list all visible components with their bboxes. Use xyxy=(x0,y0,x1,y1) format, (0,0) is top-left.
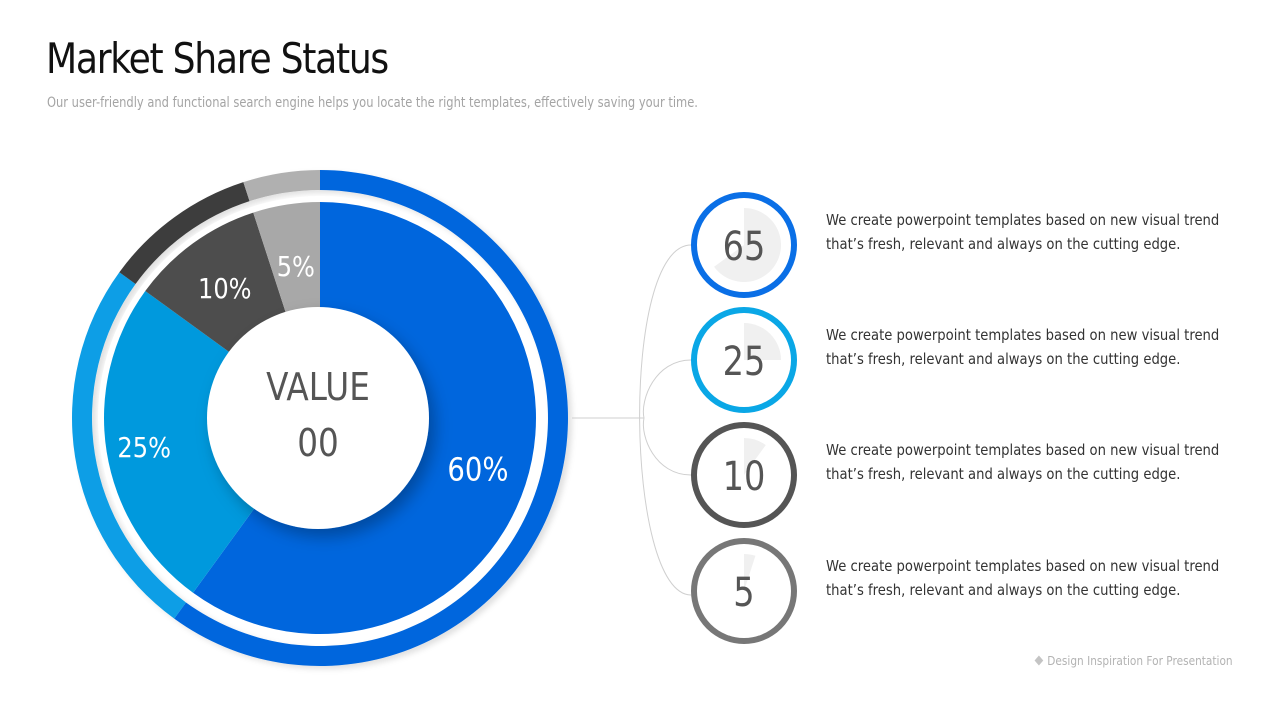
item-text-3-line1: We create powerpoint templates based on … xyxy=(826,441,1220,459)
value-badge-number: 65 xyxy=(723,223,766,270)
page-title: Market Share Status xyxy=(46,34,389,83)
connector-branch-3 xyxy=(642,417,692,476)
pie-slice-label: 5% xyxy=(277,251,315,283)
item-text-2: We create powerpoint templates based on … xyxy=(826,323,1219,371)
item-text-3-line2: that’s fresh, relevant and always on the… xyxy=(826,465,1181,483)
center-value-number: 00 xyxy=(297,422,339,466)
outer-ring-segment xyxy=(119,182,250,284)
value-badge-number: 25 xyxy=(723,338,766,385)
connector-bracket xyxy=(639,244,692,596)
outer-ring xyxy=(71,170,568,667)
value-badges: 65 25 10 5 xyxy=(691,192,797,644)
value-badge: 5 xyxy=(691,538,797,644)
pie-slice-label: 60% xyxy=(447,451,508,489)
item-text-2-line1: We create powerpoint templates based on … xyxy=(826,326,1220,344)
center-value-label: VALUE xyxy=(266,366,370,410)
page-subtitle: Our user-friendly and functional search … xyxy=(47,95,698,111)
value-badge-wedge xyxy=(714,208,782,282)
outer-ring-segment xyxy=(71,272,186,619)
value-badge-wedge xyxy=(744,438,766,475)
value-badge: 25 xyxy=(691,307,797,413)
footer: Design Inspiration For Presentation xyxy=(1034,654,1233,668)
item-text-4-line1: We create powerpoint templates based on … xyxy=(826,557,1220,575)
footer-text: Design Inspiration For Presentation xyxy=(1047,654,1233,668)
pie-slice-label: 10% xyxy=(198,273,252,305)
outer-ring-segment xyxy=(243,170,320,202)
value-badge-number: 10 xyxy=(723,453,766,500)
value-badge-number: 5 xyxy=(733,569,754,616)
value-badge: 65 xyxy=(691,192,797,298)
pie-slice-label: 25% xyxy=(117,432,171,464)
pie-labels: 60% 25% 10% 5% xyxy=(117,251,508,489)
diamond-icon xyxy=(1034,655,1044,666)
item-text-1-line1: We create powerpoint templates based on … xyxy=(826,211,1220,229)
item-text-3: We create powerpoint templates based on … xyxy=(826,438,1219,486)
item-text-4-line2: that’s fresh, relevant and always on the… xyxy=(826,581,1181,599)
value-badge: 10 xyxy=(691,422,797,528)
center-hole xyxy=(207,307,429,529)
connector-lines xyxy=(572,244,692,596)
item-text-1-line2: that’s fresh, relevant and always on the… xyxy=(826,235,1181,253)
item-text-1: We create powerpoint templates based on … xyxy=(826,208,1219,256)
connector-branch-2 xyxy=(642,359,692,419)
value-badge-wedge xyxy=(744,323,781,360)
item-text-4: We create powerpoint templates based on … xyxy=(826,554,1219,602)
item-text-2-line2: that’s fresh, relevant and always on the… xyxy=(826,350,1181,368)
value-badge-wedge xyxy=(744,554,756,591)
